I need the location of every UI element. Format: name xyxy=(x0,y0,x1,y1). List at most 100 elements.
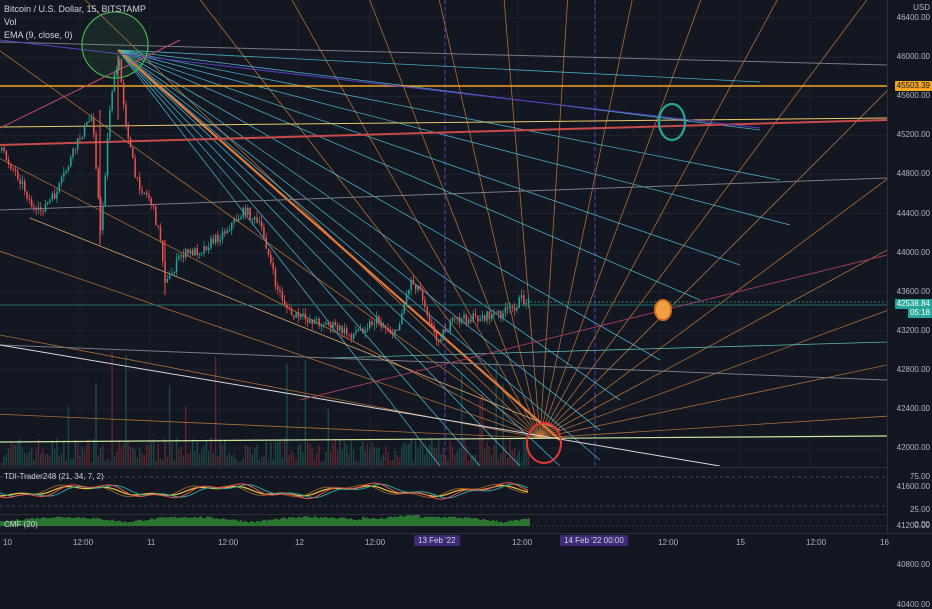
cmf-bar xyxy=(20,520,22,526)
cmf-bar xyxy=(404,516,406,526)
volume-legend[interactable]: Vol xyxy=(4,17,17,27)
cmf-bar xyxy=(124,521,126,526)
cmf-bar xyxy=(504,522,506,526)
cmf-bar xyxy=(434,516,436,526)
candle-body xyxy=(509,306,511,309)
fan-line xyxy=(539,178,887,439)
cmf-bar xyxy=(120,521,122,526)
candle-body xyxy=(51,193,54,200)
fan-line xyxy=(117,49,621,401)
candle-body xyxy=(263,227,265,238)
candle-body xyxy=(297,312,300,318)
cmf-bar xyxy=(132,521,134,526)
volume-bar xyxy=(509,437,511,466)
highlight-date-2[interactable]: 14 Feb '22 00:00 xyxy=(560,535,628,546)
candle-body xyxy=(49,199,51,203)
candle-body xyxy=(30,199,33,208)
fan-line xyxy=(438,0,541,439)
cmf-bar xyxy=(284,517,286,526)
candle-body xyxy=(81,136,83,139)
ema-legend[interactable]: EMA (9, close, 0) xyxy=(4,30,73,40)
candle-body xyxy=(187,249,189,254)
volume-bar xyxy=(272,459,274,466)
candle-body xyxy=(490,315,493,320)
volume-bar xyxy=(244,444,247,466)
candle-body xyxy=(247,207,249,216)
volume-bar xyxy=(37,439,40,466)
fan-line xyxy=(199,0,541,439)
volume-bar xyxy=(479,398,481,466)
cmf-bar xyxy=(116,520,118,526)
cmf-bar xyxy=(278,519,280,526)
candle-body xyxy=(283,300,286,305)
volume-bar xyxy=(35,449,37,466)
price-axis[interactable]: USD 46400.00 46000.00 45600.00 45200.00 4480… xyxy=(887,0,932,609)
candle-body xyxy=(424,300,426,307)
price-tick: 45600.00 xyxy=(896,91,930,101)
candle-body xyxy=(527,298,530,303)
volume-bar xyxy=(79,455,81,466)
candle-body xyxy=(336,324,339,331)
volume-bar xyxy=(279,440,281,466)
cmf-bar xyxy=(12,520,14,526)
volume-bar xyxy=(507,457,509,466)
drawing-circles[interactable] xyxy=(81,11,687,464)
cmf-bar xyxy=(482,518,484,526)
volume-bar xyxy=(435,447,438,466)
cmf-bar xyxy=(86,518,88,526)
price-tick: 42800.00 xyxy=(896,364,930,374)
cmf-bar xyxy=(262,519,264,526)
volume-bar xyxy=(463,437,465,466)
tdi-label[interactable]: TDI-Trader248 (21, 34, 7, 2) xyxy=(4,472,104,481)
cmf-bar xyxy=(334,518,336,526)
cmf-bar xyxy=(494,521,496,526)
volume-bar xyxy=(362,441,364,466)
candle-body xyxy=(300,314,302,318)
cmf-indicator-pane[interactable]: CMF (20) xyxy=(0,514,887,534)
cmf-bar xyxy=(406,515,408,526)
cmf-bar xyxy=(0,521,2,526)
cmf-bar xyxy=(130,521,132,526)
price-tick: 44400.00 xyxy=(896,208,930,218)
candle-body xyxy=(484,315,486,321)
volume-bar xyxy=(187,454,189,466)
drawing-lines[interactable] xyxy=(0,0,887,466)
candle-body xyxy=(228,230,231,232)
candle-body xyxy=(511,306,514,308)
cmf-bar xyxy=(220,518,222,526)
fan-line xyxy=(117,49,601,461)
cmf-label[interactable]: CMF (20) xyxy=(4,520,38,529)
cmf-bar xyxy=(472,518,474,526)
symbol-legend[interactable]: Bitcoin / U.S. Dollar, 15, BITSTAMP xyxy=(4,4,146,14)
cmf-bar xyxy=(14,520,16,526)
cmf-bar xyxy=(260,521,262,526)
price-chart-canvas[interactable] xyxy=(0,0,887,466)
cmf-bar xyxy=(416,515,418,526)
candle-body xyxy=(118,59,120,69)
volume-bar xyxy=(104,461,106,466)
time-tick: 16 xyxy=(880,538,889,547)
highlight-date-1[interactable]: 13 Feb '22 xyxy=(414,535,460,546)
candle-body xyxy=(387,328,389,332)
volume-bar xyxy=(90,461,93,466)
candle-body xyxy=(350,334,353,339)
cmf-bar xyxy=(402,516,404,526)
candle-body xyxy=(405,294,408,305)
candle-body xyxy=(99,197,102,230)
cmf-bar xyxy=(384,518,386,526)
candle-body xyxy=(65,170,67,173)
cmf-bar xyxy=(44,517,46,526)
cmf-bar xyxy=(386,517,388,526)
candle-body xyxy=(12,168,14,170)
volume-bar xyxy=(355,460,357,466)
time-axis[interactable]: 10 12:00 11 12:00 12 12:00 13 Feb '22 12… xyxy=(0,533,932,551)
fan-line xyxy=(369,0,541,439)
volume-bar xyxy=(76,442,79,466)
cmf-bar xyxy=(158,517,160,526)
cmf-bar xyxy=(8,521,10,526)
cmf-bar xyxy=(234,519,236,526)
volume-bar xyxy=(219,439,221,466)
price-chart-pane[interactable]: Bitcoin / U.S. Dollar, 15, BITSTAMP Vol … xyxy=(0,0,887,466)
volume-bar xyxy=(51,440,53,466)
tdi-indicator-pane[interactable]: TDI-Trader248 (21, 34, 7, 2) xyxy=(0,467,887,514)
